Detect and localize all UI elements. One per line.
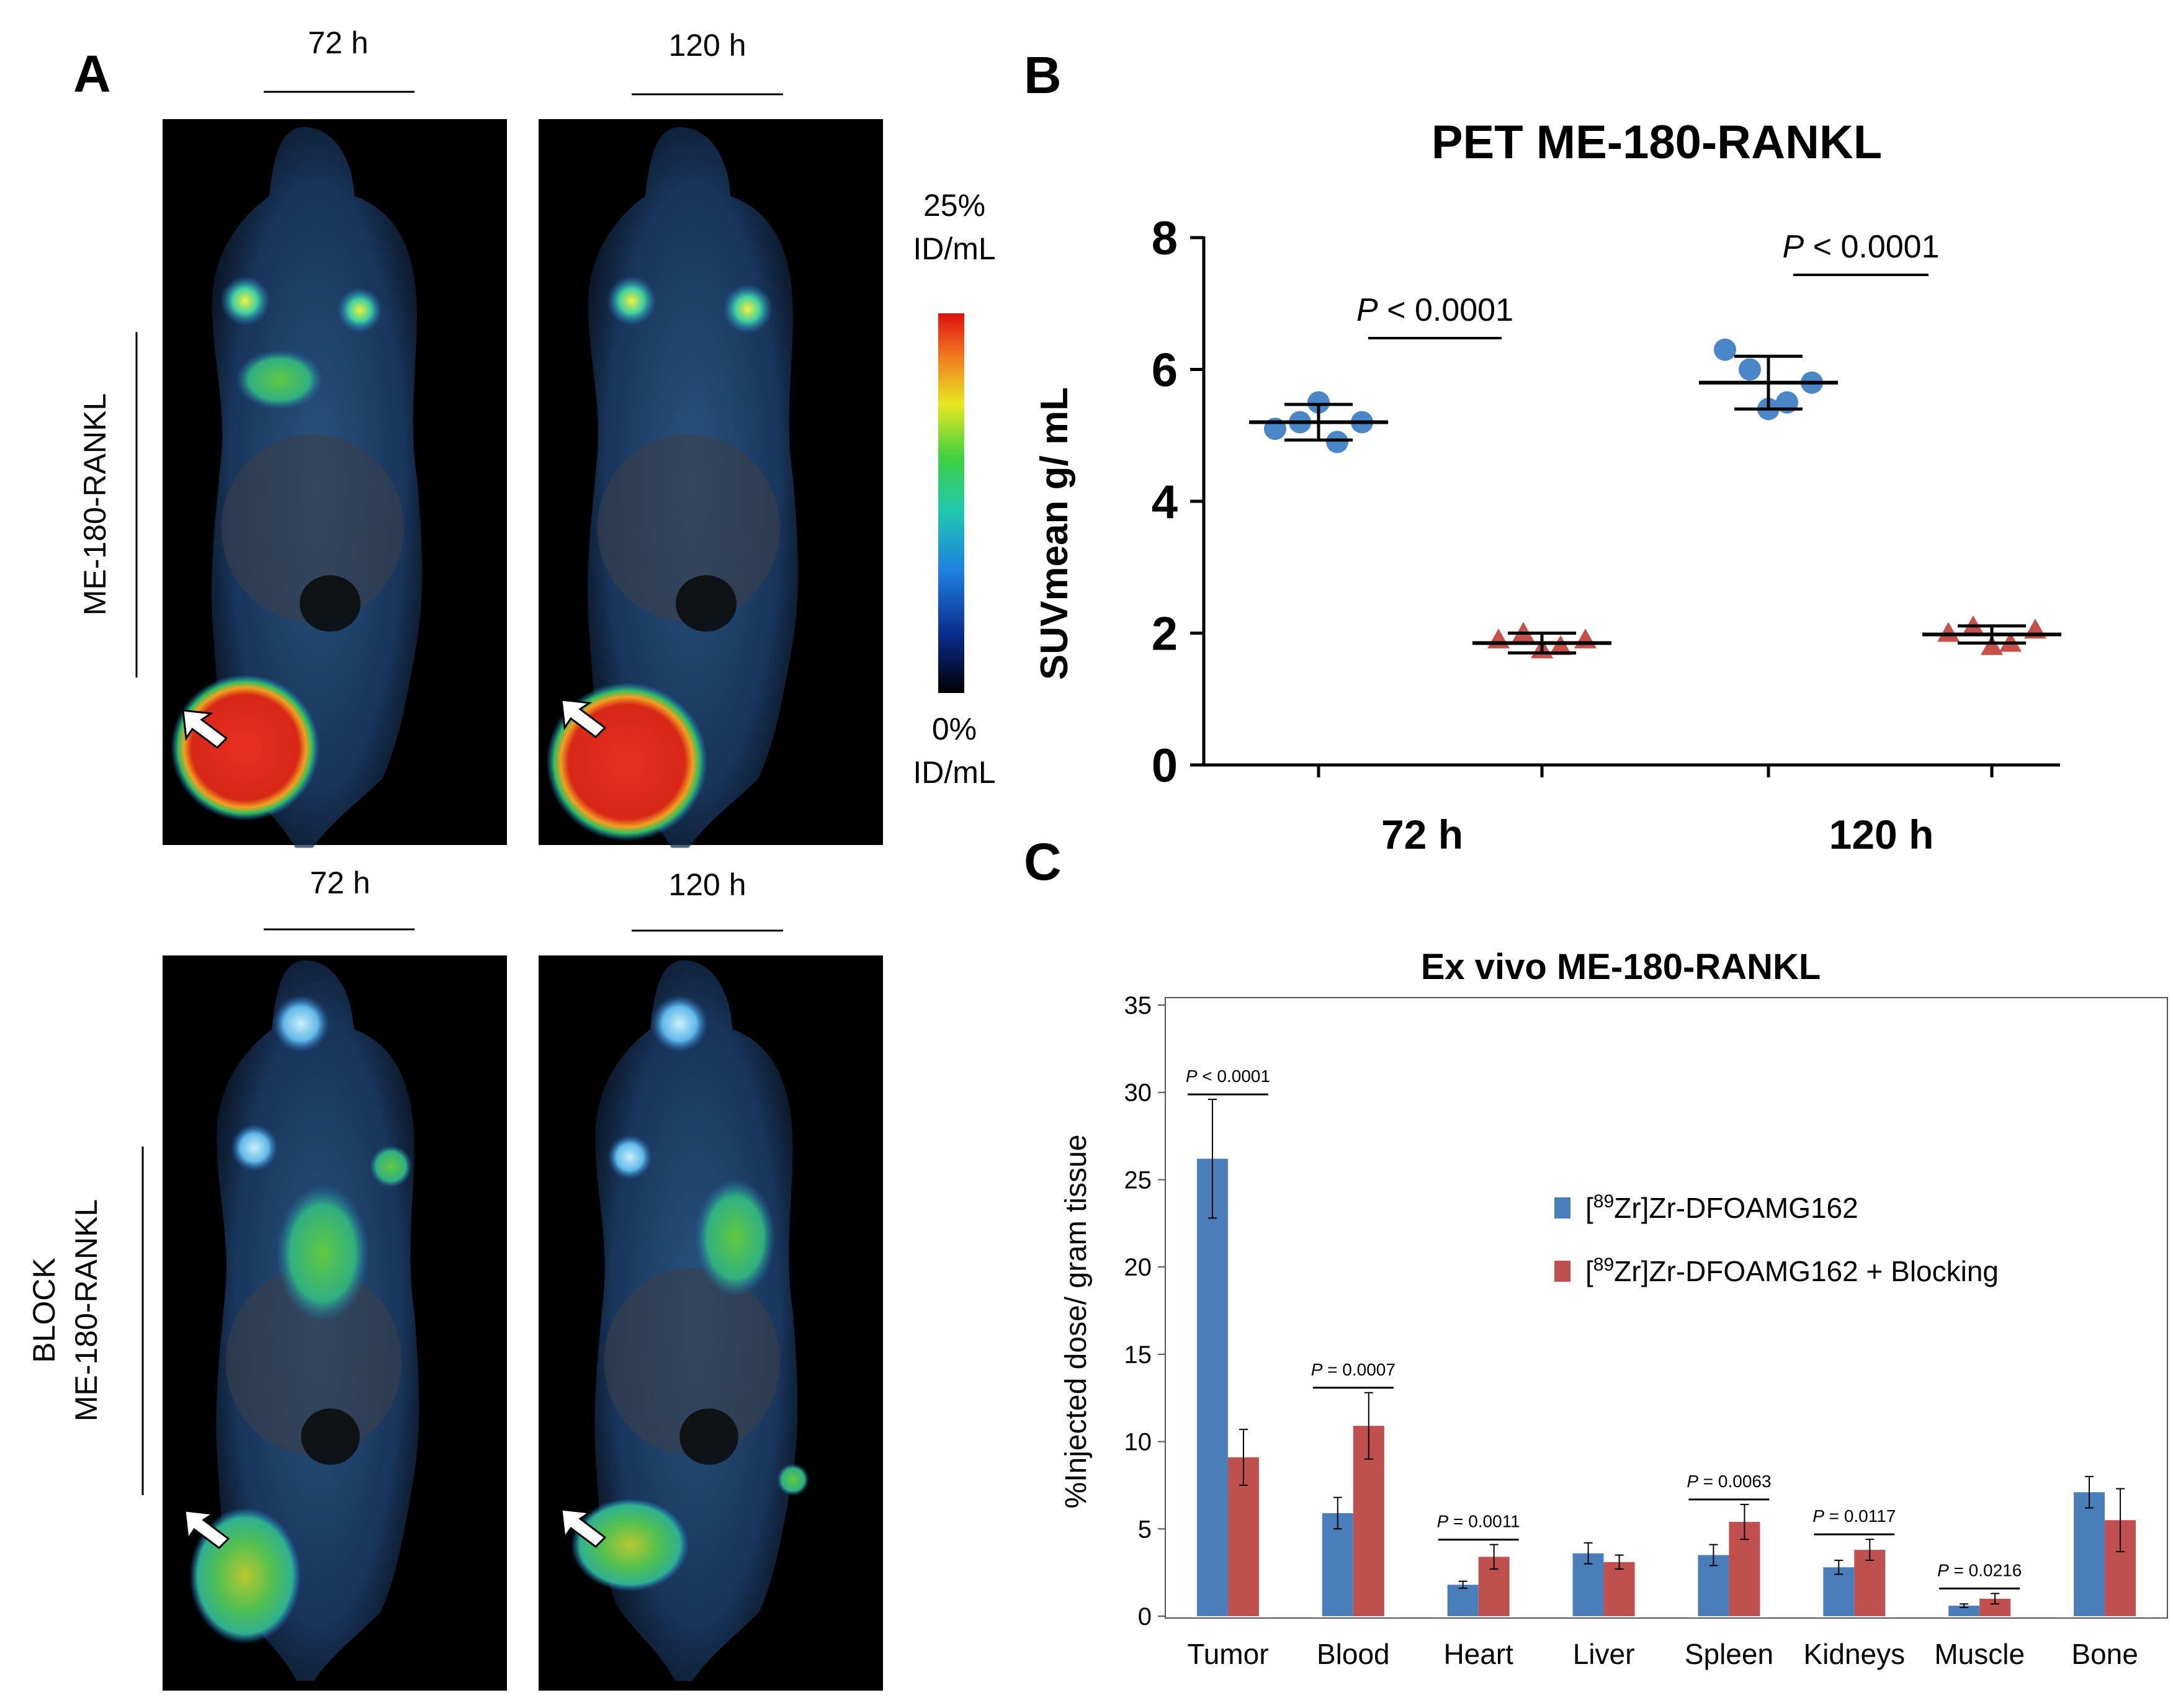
chart-c-p-value: P = 0.0063 — [1687, 1472, 1771, 1491]
chart-c-p-value: P = 0.0216 — [1937, 1560, 2022, 1580]
panel-c-letter: C — [1024, 833, 1062, 891]
scale-max-line2: ID/mL — [913, 231, 995, 266]
chart-c-category-label: Kidneys — [1803, 1638, 1905, 1670]
chart-b-y-tick-label: 8 — [1152, 212, 1178, 265]
chart-b-point — [1981, 635, 2003, 655]
panel-b: B PET ME-180-RANKL SUVmean g/ mL 0 2 4 6 8 72… — [1024, 46, 2061, 857]
chart-b-title: PET ME-180-RANKL — [1431, 116, 1882, 169]
chart-b-point — [1714, 338, 1736, 361]
tumor-arrow-icon — [560, 1508, 607, 1548]
chart-c-bar — [1823, 1567, 1855, 1616]
chart-c-bar — [1196, 1158, 1228, 1616]
panel-a: A 72 h 120 h ME-180-RANKL 25% — [27, 25, 996, 1691]
top-right-time-label: 120 h — [668, 28, 746, 63]
bottom-left-time-label: 72 h — [310, 865, 370, 900]
chart-c-category-label: Blood — [1317, 1638, 1390, 1670]
chart-c-bar — [1948, 1606, 1980, 1616]
chart-b-point — [1307, 391, 1330, 414]
chart-c-bar — [1603, 1562, 1635, 1616]
chart-c-category-label: Bone — [2071, 1638, 2138, 1670]
chart-b-point — [1326, 431, 1348, 454]
chart-b-y-tick-label: 6 — [1152, 344, 1178, 397]
chart-b-point — [1574, 628, 1597, 649]
chart-b-y-axis-label: SUVmean g/ mL — [1033, 387, 1076, 680]
chart-b-axes: 0 2 4 6 8 72 h 120 h — [1152, 212, 2060, 857]
chart-b-point — [1937, 622, 1960, 642]
row1-label: ME-180-RANKL — [78, 393, 112, 615]
scale-min-line1: 0% — [932, 712, 977, 746]
chart-c-p-value: P = 0.0011 — [1437, 1512, 1520, 1531]
chart-c-y-tick-label: 30 — [1124, 1080, 1152, 1107]
panel-b-letter: B — [1024, 46, 1062, 104]
chart-b-x-group-label: 72 h — [1381, 812, 1463, 857]
pet-image-120h-top — [539, 119, 883, 848]
pet-image-72h-block — [163, 955, 507, 1691]
chart-b-marks: P < 0.0001 P < 0.0001 — [1249, 229, 2061, 659]
row2-label-line1: BLOCK — [27, 1258, 61, 1363]
panel-a-letter: A — [73, 45, 111, 103]
chart-c-title: Ex vivo ME-180-RANKL — [1421, 947, 1821, 987]
chart-b-p-value: P < 0.0001 — [1356, 292, 1513, 328]
scale-min-line2: ID/mL — [913, 755, 995, 790]
chart-c-y-tick-label: 10 — [1124, 1429, 1152, 1456]
chart-c-category-label: Liver — [1573, 1638, 1635, 1670]
legend-entry-2: [89Zr]Zr-DFOAMG162 + Blocking — [1585, 1254, 1999, 1287]
chart-c-bar — [2074, 1492, 2105, 1616]
chart-c-y-tick-label: 20 — [1124, 1254, 1152, 1281]
chart-c-p-value: P < 0.0001 — [1186, 1066, 1270, 1086]
tumor-arrow-icon — [184, 1509, 230, 1549]
legend-swatch-red — [1554, 1261, 1570, 1282]
chart-c-axes: 0 5 10 15 20 25 30 35 Tumor Blood Heart Liver Spleen… — [1124, 992, 2138, 1670]
chart-c-category-label: Spleen — [1685, 1638, 1773, 1670]
chart-c-bar — [1447, 1585, 1479, 1616]
chart-c-category-label: Heart — [1443, 1638, 1513, 1670]
row2-label-line2: ME-180-RANKL — [69, 1199, 104, 1421]
chart-c-y-tick-label: 0 — [1138, 1603, 1152, 1630]
legend-entry-1: [89Zr]Zr-DFOAMG162 — [1585, 1191, 1858, 1224]
chart-c-frame — [1165, 997, 2168, 1619]
chart-b-point — [1739, 358, 1761, 381]
pet-image-72h-top — [163, 119, 507, 848]
chart-c-y-tick-label: 25 — [1124, 1166, 1152, 1194]
bottom-right-time-label: 120 h — [668, 867, 746, 902]
panel-c: C Ex vivo ME-180-RANKL %Injected dose/ g… — [1024, 833, 2168, 1670]
chart-c-y-axis-label: %Injected dose/ gram tissue — [1060, 1135, 1093, 1509]
tumor-arrow-icon — [560, 699, 607, 738]
chart-b-point — [1549, 635, 1572, 655]
top-left-time-label: 72 h — [308, 25, 368, 60]
legend-swatch-blue — [1554, 1197, 1570, 1218]
color-scale-bar — [938, 313, 964, 693]
chart-b-point — [1487, 628, 1510, 649]
chart-c-p-value: P = 0.0117 — [1812, 1506, 1896, 1526]
chart-b-p-value: P < 0.0001 — [1783, 229, 1940, 265]
chart-c-y-tick-label: 15 — [1124, 1341, 1152, 1369]
chart-c-bar — [1322, 1513, 1353, 1616]
chart-c-marks: P < 0.0001 P = 0.0007 P = 0.0011 P = 0.0063… — [1186, 1066, 2136, 1616]
chart-c-y-tick-label: 5 — [1138, 1516, 1152, 1543]
chart-c-p-value: P = 0.0007 — [1311, 1360, 1396, 1379]
pet-image-120h-block — [539, 955, 883, 1691]
chart-c-y-tick-label: 35 — [1124, 992, 1152, 1019]
chart-c-category-label: Muscle — [1934, 1638, 2025, 1670]
scale-max-line1: 25% — [923, 188, 985, 223]
chart-c-legend: [89Zr]Zr-DFOAMG162 [89Zr]Zr-DFOAMG162 + … — [1554, 1191, 1999, 1287]
chart-b-x-group-label: 120 h — [1829, 812, 1934, 857]
chart-b-y-tick-label: 4 — [1152, 476, 1178, 529]
tumor-arrow-icon — [182, 709, 228, 749]
chart-b-y-tick-label: 0 — [1152, 740, 1178, 792]
chart-b-y-tick-label: 2 — [1152, 608, 1178, 661]
chart-c-category-label: Tumor — [1187, 1638, 1268, 1670]
